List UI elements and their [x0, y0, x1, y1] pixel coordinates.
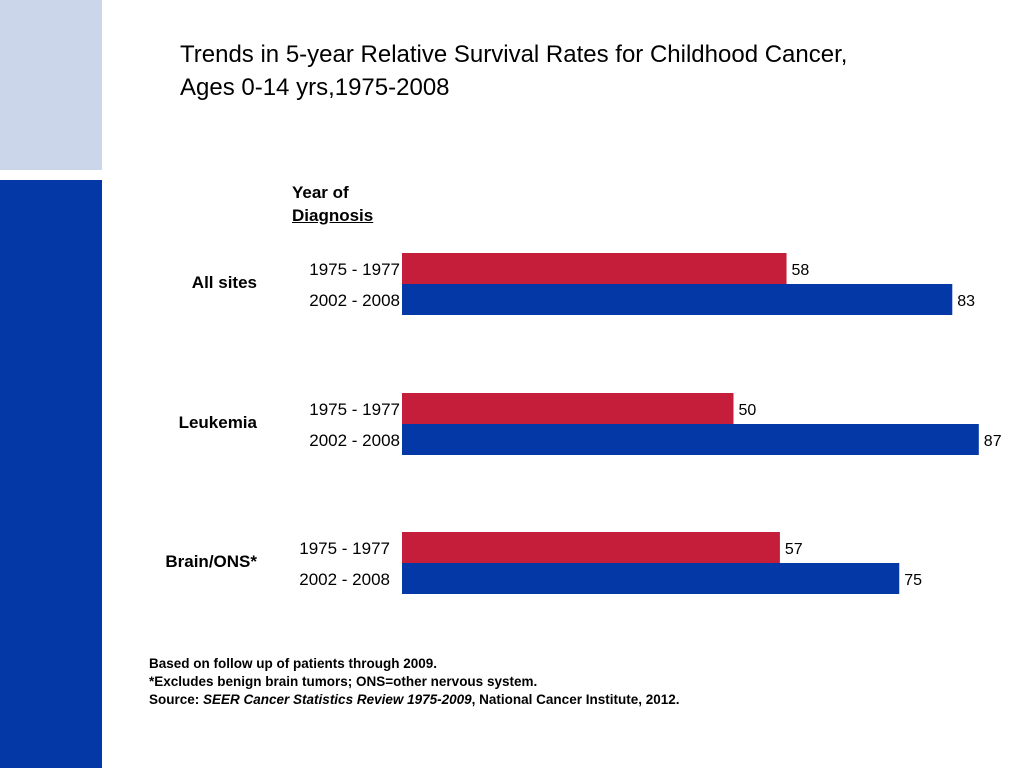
- chart-title-line1: Trends in 5-year Relative Survival Rates…: [180, 41, 848, 68]
- chart-title: Trends in 5-year Relative Survival Rates…: [180, 38, 1000, 104]
- category-label-leukemia: Leukemia: [179, 413, 258, 432]
- source-prefix: Source:: [149, 692, 204, 707]
- bar-brain-ons-late: [402, 563, 900, 594]
- series-label-brain-ons-early: 1975 - 1977: [299, 539, 390, 558]
- bar-leukemia-late: [402, 424, 979, 455]
- bar-all-sites-early: [402, 253, 787, 284]
- footnote-followup: Based on follow up of patients through 2…: [149, 656, 438, 671]
- series-label-brain-ons-late: 2002 - 2008: [299, 570, 390, 589]
- sidebar-light-panel: [0, 0, 102, 170]
- value-label-all-sites-early: 58: [792, 262, 810, 279]
- sidebar-dark-panel: [0, 180, 102, 768]
- value-label-brain-ons-late: 75: [904, 572, 922, 589]
- header-line2: Diagnosis: [292, 206, 374, 225]
- series-label-all-sites-early: 1975 - 1977: [309, 260, 400, 279]
- series-label-leukemia-early: 1975 - 1977: [309, 400, 400, 419]
- footnote-ons: *Excludes benign brain tumors; ONS=other…: [149, 674, 538, 689]
- bar-all-sites-late: [402, 284, 953, 315]
- footnotes: Based on follow up of patients through 2…: [149, 655, 680, 709]
- category-label-brain-ons: Brain/ONS*: [165, 552, 257, 571]
- source-title: SEER Cancer Statistics Review 1975-2009: [203, 692, 472, 707]
- bar-leukemia-early: [402, 393, 734, 424]
- series-label-leukemia-late: 2002 - 2008: [309, 431, 400, 450]
- chart-title-line2: Ages 0-14 yrs,1975-2008: [180, 74, 450, 101]
- source-suffix: , National Cancer Institute, 2012.: [471, 692, 680, 707]
- value-label-all-sites-late: 83: [957, 293, 975, 310]
- value-label-leukemia-early: 50: [739, 402, 757, 419]
- value-label-leukemia-late: 87: [984, 433, 1002, 450]
- bar-brain-ons-early: [402, 532, 780, 563]
- year-of-diagnosis-header: Year of Diagnosis: [292, 181, 373, 227]
- series-label-all-sites-late: 2002 - 2008: [309, 291, 400, 310]
- footnote-source: Source: SEER Cancer Statistics Review 19…: [149, 691, 680, 709]
- category-label-all-sites: All sites: [192, 273, 257, 292]
- header-line1: Year of: [292, 183, 349, 202]
- value-label-brain-ons-early: 57: [785, 541, 803, 558]
